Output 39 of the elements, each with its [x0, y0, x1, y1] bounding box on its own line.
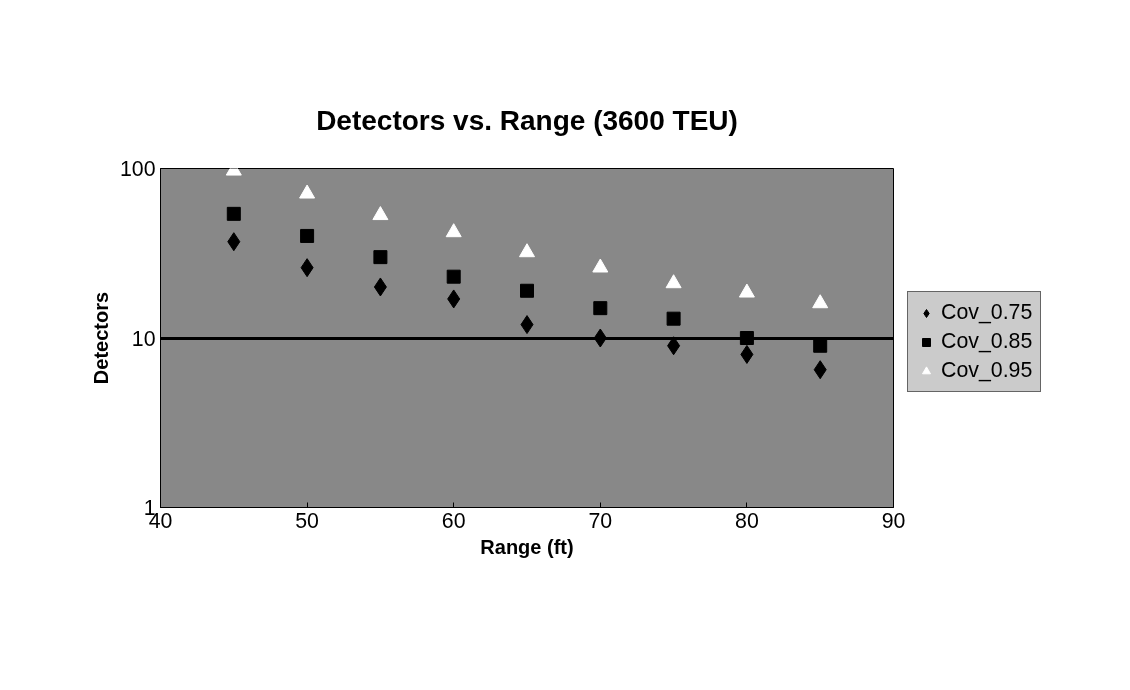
- point: [373, 250, 388, 265]
- point: [739, 331, 754, 345]
- point: [520, 283, 534, 298]
- legend-label: Cov_0.95: [941, 358, 1033, 383]
- point: [519, 243, 535, 258]
- point: [520, 315, 534, 335]
- x-axis-title: Range (ft): [480, 535, 574, 558]
- point: [666, 311, 681, 326]
- point: [813, 360, 827, 380]
- point: [373, 277, 387, 297]
- point: [447, 289, 461, 309]
- point: [812, 294, 829, 309]
- x-tick-label: 70: [588, 508, 613, 533]
- point: [445, 223, 462, 238]
- point: [593, 301, 608, 316]
- point: [593, 328, 607, 348]
- point: [740, 344, 754, 364]
- x-tick-label: 60: [441, 508, 466, 533]
- x-tick-label: 80: [735, 508, 759, 533]
- point: [592, 258, 609, 273]
- point: [300, 228, 315, 243]
- point: [738, 283, 755, 298]
- x-tick-label: 90: [881, 508, 906, 533]
- chart-title: Detectors vs. Range (3600 TEU): [316, 105, 738, 136]
- point: [300, 258, 314, 278]
- point: [446, 269, 461, 284]
- point: [665, 274, 682, 289]
- y-tick-label: 100: [119, 157, 156, 181]
- legend-label: Cov_0.85: [941, 329, 1033, 354]
- point: [226, 206, 241, 221]
- point: [227, 232, 241, 252]
- point: [667, 336, 681, 356]
- legend-label: Cov_0.75: [941, 300, 1033, 325]
- point: [813, 338, 828, 353]
- x-tick-label: 50: [295, 508, 320, 533]
- y-tick-label: 10: [131, 326, 156, 351]
- point: [372, 206, 389, 221]
- point: [299, 184, 316, 199]
- y-axis-title: Detectors: [89, 291, 112, 385]
